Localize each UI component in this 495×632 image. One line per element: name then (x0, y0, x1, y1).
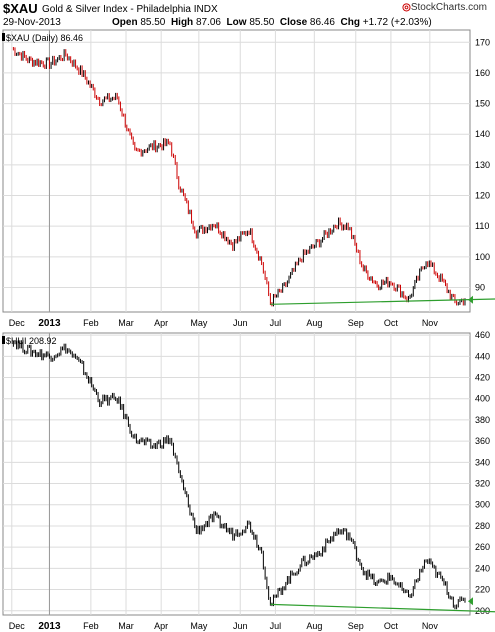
x-tick-label: Feb (83, 318, 99, 328)
y-tick-label: 440 (475, 351, 490, 361)
x-tick-label: Oct (384, 621, 399, 631)
chart-header: $XAU Gold & Silver Index - Philadelphia … (0, 0, 495, 30)
x-tick-label: Dec (9, 621, 26, 631)
panel-icon (2, 33, 5, 41)
exchange-label: INDX (193, 4, 218, 15)
x-tick-label: Mar (118, 318, 134, 328)
x-tick-label: Jul (270, 621, 282, 631)
x-tick-label: 2013 (38, 621, 61, 632)
quote-date: 29-Nov-2013 (3, 17, 61, 28)
y-tick-label: 300 (475, 500, 490, 510)
last-value-marker (467, 295, 473, 304)
x-tick-label: Apr (154, 621, 168, 631)
y-tick-label: 240 (475, 563, 490, 573)
y-tick-label: 380 (475, 415, 490, 425)
y-tick-label: 340 (475, 457, 490, 467)
change-value: +1.72 (+2.03%) (362, 17, 432, 28)
panel-title: $XAU (Daily) 86.46 (6, 33, 83, 43)
x-tick-label: Nov (422, 318, 439, 328)
brand-logo[interactable]: ◎StockCharts.com (402, 2, 487, 13)
plot-frame (2, 29, 471, 313)
x-tick-label: Jun (233, 621, 248, 631)
trendline (270, 603, 495, 613)
x-tick-label: Jun (233, 318, 248, 328)
y-tick-label: 170 (475, 37, 490, 47)
y-tick-label: 220 (475, 585, 490, 595)
x-tick-label: Aug (306, 621, 322, 631)
y-tick-label: 320 (475, 479, 490, 489)
close-value: 86.46 (309, 17, 335, 28)
y-tick-label: 130 (475, 160, 490, 170)
open-value: 85.50 (140, 17, 166, 28)
x-tick-label: Mar (118, 621, 134, 631)
x-tick-label: Sep (348, 621, 364, 631)
panel-title: $HUI 208.92 (6, 336, 57, 346)
index-name: Gold & Silver Index - Philadelphia INDX (42, 4, 218, 15)
x-tick-label: May (190, 621, 208, 631)
low-value: 85.50 (249, 17, 275, 28)
x-tick-label: 2013 (38, 318, 61, 329)
panel-icon (2, 336, 5, 344)
y-tick-label: 150 (475, 99, 490, 109)
y-tick-label: 280 (475, 521, 490, 531)
x-tick-label: Sep (348, 318, 364, 328)
plot-frame (2, 332, 471, 616)
last-value-marker (467, 597, 473, 606)
y-tick-label: 90 (475, 282, 485, 292)
x-tick-label: Dec (9, 318, 26, 328)
brand-icon: ◎ (402, 2, 411, 13)
x-tick-label: Feb (83, 621, 99, 631)
quote-stats: Open 85.50 High 87.06 Low 85.50 Close 86… (112, 17, 432, 28)
x-tick-label: Aug (306, 318, 322, 328)
y-tick-label: 460 (475, 330, 490, 340)
high-value: 87.06 (195, 17, 221, 28)
y-tick-label: 260 (475, 542, 490, 552)
x-tick-label: May (190, 318, 208, 328)
x-tick-label: Nov (422, 621, 439, 631)
symbol-title: $XAU (3, 1, 38, 16)
x-tick-label: Jul (270, 318, 282, 328)
y-tick-label: 400 (475, 394, 490, 404)
x-tick-label: Oct (384, 318, 399, 328)
y-tick-label: 140 (475, 129, 490, 139)
trendline (270, 298, 495, 305)
y-tick-label: 420 (475, 373, 490, 383)
y-tick-label: 160 (475, 68, 490, 78)
y-tick-label: 120 (475, 191, 490, 201)
y-tick-label: 110 (475, 221, 489, 231)
y-tick-label: 100 (475, 252, 490, 262)
x-tick-label: Apr (154, 318, 168, 328)
y-tick-label: 360 (475, 436, 490, 446)
